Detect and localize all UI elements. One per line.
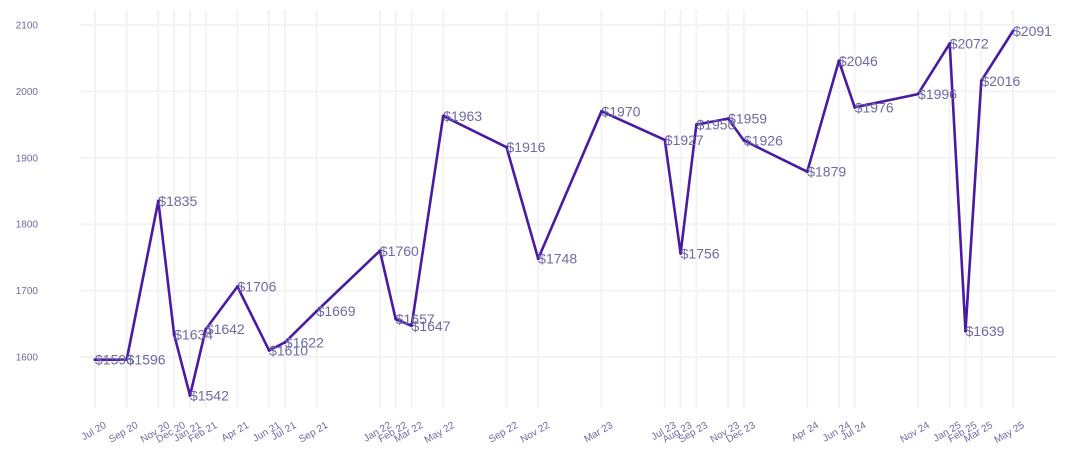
data-label: $2091 (1013, 23, 1052, 39)
data-point (726, 117, 730, 121)
series-layer (93, 29, 1015, 398)
data-label: $1596 (127, 352, 166, 368)
data-label: $1669 (317, 303, 356, 319)
data-point (536, 257, 540, 261)
data-point (235, 285, 239, 289)
data-label: $1542 (190, 388, 229, 404)
data-point (1011, 29, 1015, 33)
y-tick-label: 2100 (16, 21, 39, 32)
data-label: $1657 (396, 311, 435, 327)
data-label: $1916 (507, 139, 546, 155)
data-point (505, 145, 509, 149)
data-point (315, 309, 319, 313)
data-label: $1639 (966, 323, 1005, 339)
data-point (188, 394, 192, 398)
data-label: $1996 (918, 86, 957, 102)
data-point (125, 358, 129, 362)
x-tick-label: Jul 20 (80, 420, 109, 443)
y-tick-label: 2000 (16, 87, 39, 98)
data-point (679, 251, 683, 255)
data-point (853, 105, 857, 109)
data-label: $2046 (839, 53, 878, 69)
data-point (948, 42, 952, 46)
x-tick-label: Mar 23 (583, 420, 616, 445)
x-tick-label: Sep 20 (107, 420, 140, 446)
y-tick-label: 1800 (16, 220, 39, 231)
y-tick-label: 1900 (16, 153, 39, 164)
data-point (156, 199, 160, 203)
data-label: $1950 (696, 117, 735, 133)
data-point (204, 327, 208, 331)
data-point (93, 358, 97, 362)
data-label: $1634 (174, 326, 213, 342)
x-tick-label: Nov 24 (899, 420, 932, 446)
data-point (599, 109, 603, 113)
data-label: $1927 (665, 132, 704, 148)
y-tick-label: 1700 (16, 286, 39, 297)
data-point (283, 340, 287, 344)
data-label: $1835 (158, 193, 197, 209)
data-label: $1879 (807, 164, 846, 180)
x-tick-label: Apr 24 (790, 420, 821, 444)
grid-layer (80, 10, 1056, 408)
x-tick-label: May 25 (993, 420, 1027, 446)
data-label-layer: $1596$1596 $1835 $1634 $1542 $1642 $1706 $1610… (95, 23, 1052, 404)
data-label: $2016 (981, 73, 1020, 89)
x-tick-label: Sep 21 (297, 420, 330, 446)
data-point (916, 92, 920, 96)
data-label: $1959 (728, 111, 767, 127)
y-tick-label: 1600 (16, 353, 39, 364)
y-axis-ticks: 1600 1700 1800 1900 2000 2100 (16, 21, 39, 364)
data-point (410, 324, 414, 328)
data-label: $1642 (206, 321, 245, 337)
data-label: $1610 (269, 342, 308, 358)
data-point (979, 79, 983, 83)
data-point (694, 123, 698, 127)
data-label: $1976 (855, 99, 894, 115)
data-point (394, 317, 398, 321)
data-label: $1622 (285, 334, 324, 350)
x-tick-label: Apr 21 (220, 420, 251, 444)
data-label: $1748 (538, 251, 577, 267)
data-label: $1926 (744, 133, 783, 149)
data-label: $1596 (95, 352, 134, 368)
data-point (267, 348, 271, 352)
x-tick-label: Nov 22 (519, 420, 552, 446)
data-label: $1647 (412, 318, 451, 334)
data-point (663, 138, 667, 142)
data-label: $1963 (443, 108, 482, 124)
data-point (964, 329, 968, 333)
data-point (172, 332, 176, 336)
data-point (378, 249, 382, 253)
data-label: $2072 (950, 36, 989, 52)
data-point (837, 59, 841, 63)
data-point (742, 139, 746, 143)
data-label: $1760 (380, 243, 419, 259)
data-label: $1756 (681, 245, 720, 261)
x-tick-label: May 22 (423, 420, 457, 446)
data-label: $1706 (237, 279, 276, 295)
data-point (441, 114, 445, 118)
series-line (93, 29, 1015, 397)
data-label: $1970 (601, 103, 640, 119)
data-point (805, 170, 809, 174)
x-tick-label: Sep 22 (487, 420, 520, 446)
